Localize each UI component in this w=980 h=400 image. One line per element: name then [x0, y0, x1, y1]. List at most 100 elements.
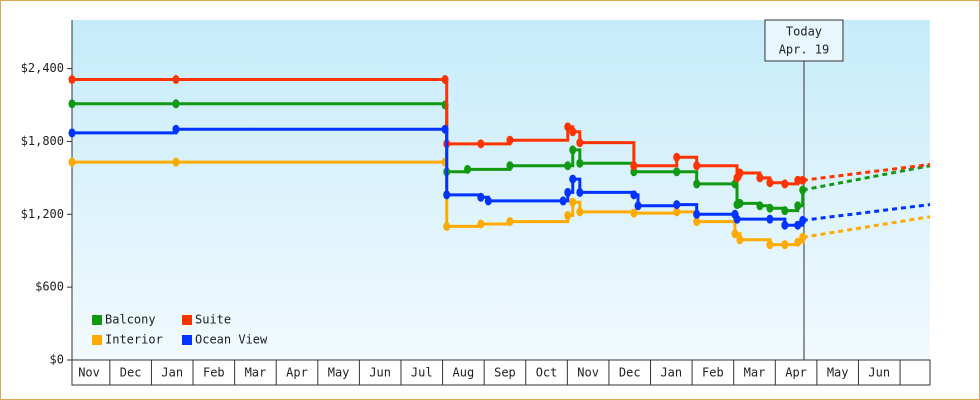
x-tick-label: Apr	[286, 366, 308, 380]
x-tick-label: Aug	[453, 366, 475, 380]
price-marker	[464, 164, 472, 174]
price-marker	[576, 187, 584, 197]
legend-label: Interior	[105, 333, 163, 347]
y-tick-label: $1,800	[21, 134, 64, 148]
price-marker	[68, 128, 76, 138]
x-tick-label: May	[328, 366, 350, 380]
x-tick-label: Feb	[702, 366, 724, 380]
price-marker	[68, 157, 76, 167]
price-marker	[172, 157, 180, 167]
x-tick-label: Jan	[161, 366, 183, 380]
price-marker	[781, 220, 789, 230]
y-tick-label: $0	[50, 353, 64, 367]
price-marker	[569, 197, 577, 207]
x-tick-label: Jun	[868, 366, 890, 380]
projection-line	[802, 203, 931, 222]
price-marker	[673, 200, 681, 210]
price-marker	[693, 161, 701, 171]
legend-label: Suite	[195, 313, 231, 327]
price-marker	[766, 203, 774, 213]
legend-swatch	[92, 335, 102, 345]
x-tick-label: Nov	[577, 366, 599, 380]
x-tick-label: Jan	[660, 366, 682, 380]
price-marker	[564, 211, 572, 220]
price-marker	[673, 207, 681, 217]
price-marker	[799, 185, 807, 195]
price-marker	[794, 237, 802, 247]
x-tick-label: Mar	[744, 366, 766, 380]
price-marker	[736, 168, 744, 178]
x-tick-label: Jun	[369, 366, 391, 380]
x-axis-band	[71, 359, 931, 386]
price-marker	[781, 240, 789, 250]
price-marker	[441, 124, 449, 134]
x-tick-label: Feb	[203, 366, 225, 380]
price-marker	[443, 221, 451, 231]
x-tick-label: Apr	[785, 366, 807, 380]
legend-label: Ocean View	[195, 333, 268, 347]
price-marker	[733, 214, 741, 224]
x-tick-label: Dec	[619, 366, 641, 380]
price-marker	[569, 127, 577, 137]
price-line	[72, 127, 805, 227]
price-marker	[799, 232, 807, 242]
price-marker	[736, 235, 744, 245]
price-marker	[673, 152, 681, 162]
x-tick-label: Oct	[536, 366, 558, 380]
plot-area	[72, 20, 930, 360]
price-marker	[634, 201, 642, 211]
price-marker	[731, 229, 739, 239]
legend-swatch	[92, 315, 102, 325]
y-tick-label: $1,200	[21, 207, 64, 221]
price-marker	[766, 240, 774, 250]
price-marker	[736, 198, 744, 208]
price-marker	[172, 124, 180, 134]
price-marker	[559, 196, 567, 206]
price-marker	[569, 174, 577, 184]
price-marker	[564, 122, 572, 132]
x-tick-label: Sep	[494, 366, 516, 380]
x-tick-label: Jul	[411, 366, 433, 380]
x-tick-label: Nov	[78, 366, 100, 380]
price-marker	[68, 75, 76, 84]
price-marker	[477, 139, 485, 149]
price-marker	[172, 75, 180, 84]
price-marker	[794, 201, 802, 211]
price-marker	[576, 138, 584, 148]
price-marker	[766, 214, 774, 224]
price-marker	[693, 179, 701, 189]
price-marker	[506, 217, 514, 227]
y-tick-label: $2,400	[21, 61, 64, 75]
price-marker	[576, 158, 584, 168]
price-marker	[506, 135, 514, 145]
price-marker	[693, 217, 701, 227]
price-marker	[477, 219, 485, 229]
projection-line	[802, 215, 931, 239]
layer: $0 $600 $1,200 $1,800 $2,400 Nov Dec Jan Feb Mar A…	[21, 19, 931, 386]
price-marker	[673, 167, 681, 177]
projection-line	[802, 163, 931, 182]
legend-swatch	[182, 335, 192, 345]
price-marker	[630, 190, 638, 200]
x-tick-label: Dec	[120, 366, 142, 380]
today-label: Today	[786, 25, 822, 39]
price-marker	[484, 196, 492, 206]
price-marker	[693, 209, 701, 219]
price-marker	[441, 75, 449, 84]
price-marker	[569, 145, 577, 155]
y-tick-label: $600	[35, 280, 64, 294]
price-marker	[794, 175, 802, 185]
price-marker	[630, 208, 638, 218]
legend-swatch	[182, 315, 192, 325]
price-marker	[443, 190, 451, 200]
price-marker	[781, 206, 789, 216]
price-marker	[68, 99, 76, 109]
price-marker	[564, 187, 572, 197]
price-marker	[799, 215, 807, 225]
price-marker	[799, 175, 807, 185]
price-marker	[756, 173, 764, 183]
x-tick-label: May	[827, 366, 849, 380]
price-marker	[794, 220, 802, 230]
